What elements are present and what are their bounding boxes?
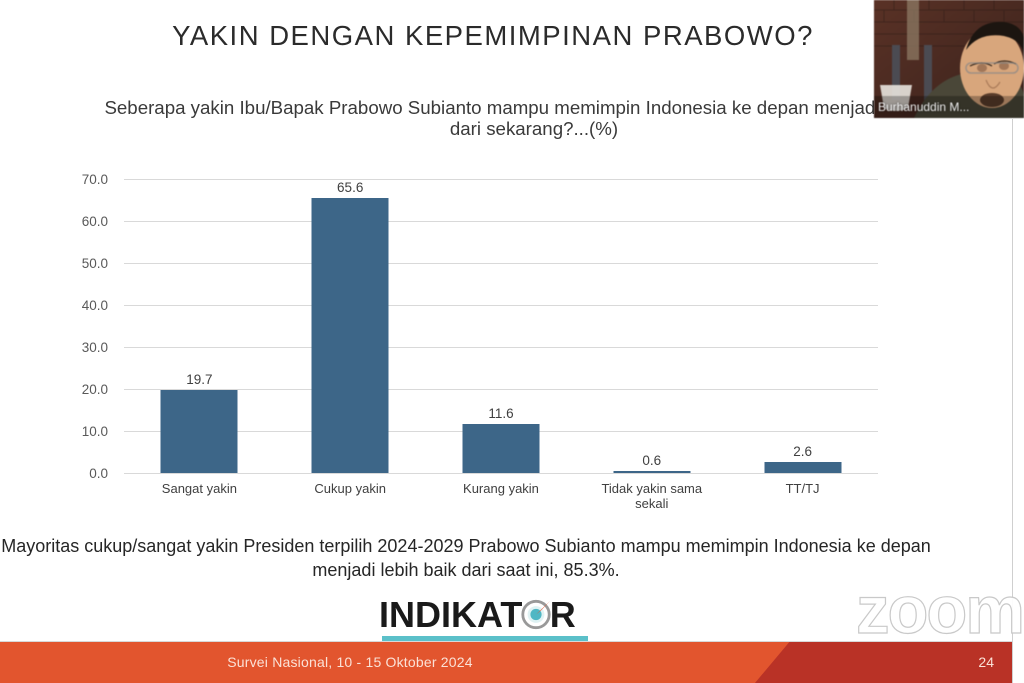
svg-text:INDIKAT: INDIKAT (379, 594, 522, 635)
svg-text:R: R (550, 594, 576, 635)
